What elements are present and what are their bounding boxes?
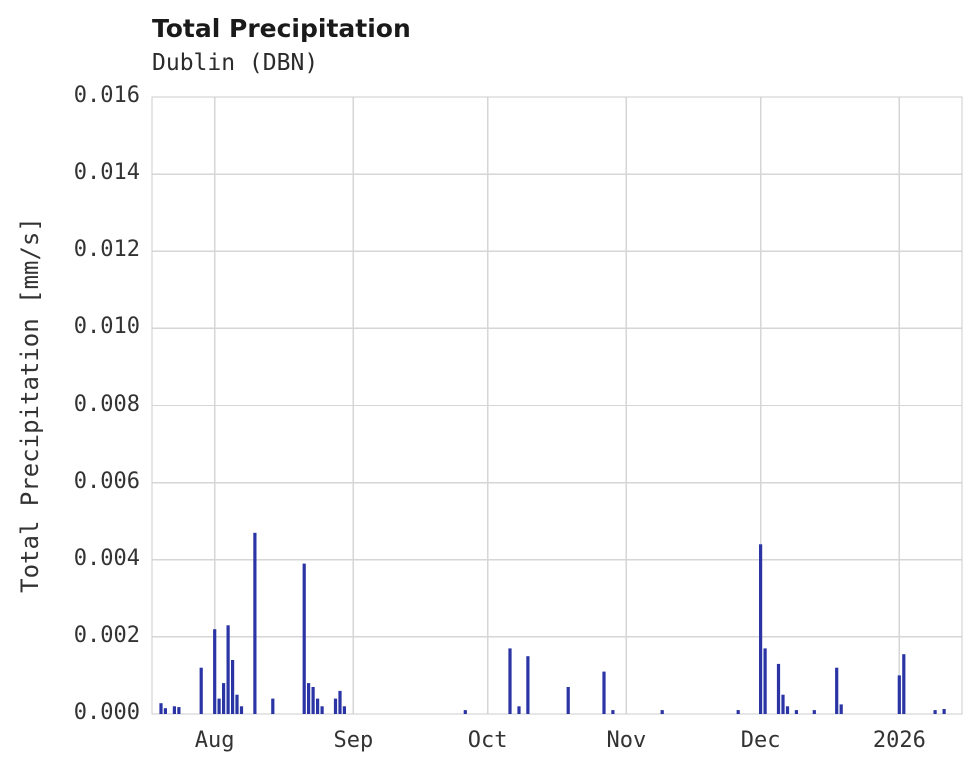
precipitation-bar	[199, 667, 203, 714]
chart-title: Total Precipitation	[152, 14, 411, 43]
precipitation-bar	[526, 656, 530, 714]
precipitation-bar	[213, 629, 217, 714]
precipitation-bar	[763, 648, 767, 714]
y-tick-label: 0.012	[73, 237, 140, 263]
x-tick-label: Nov	[606, 728, 647, 753]
x-tick-label: Sep	[333, 728, 374, 753]
precipitation-bar	[602, 671, 606, 714]
y-tick-label: 0.002	[73, 622, 140, 648]
precipitation-bar	[611, 710, 615, 714]
precipitation-bar	[235, 694, 239, 714]
precipitation-bar	[794, 710, 798, 714]
precipitation-bar	[177, 707, 181, 714]
precipitation-bar	[660, 710, 664, 714]
precipitation-bar	[231, 660, 235, 714]
precipitation-bar	[311, 687, 315, 714]
precipitation-bar	[835, 667, 839, 714]
precipitation-bar	[172, 706, 176, 714]
precipitation-bar	[566, 687, 570, 714]
precipitation-bar	[217, 698, 221, 714]
precipitation-bar	[897, 675, 901, 714]
precipitation-bar	[253, 532, 257, 714]
y-tick-label: 0.004	[73, 545, 140, 571]
precipitation-bar	[942, 709, 946, 714]
plot-border	[151, 96, 963, 715]
x-tick-label: Dec	[740, 728, 781, 753]
precipitation-bar	[302, 563, 306, 714]
precipitation-bar	[902, 654, 906, 714]
y-tick-label: 0.008	[73, 391, 140, 417]
y-tick-label: 0.016	[73, 83, 140, 108]
precipitation-bar	[785, 706, 790, 714]
precipitation-bar	[508, 648, 512, 714]
precipitation-bar	[222, 683, 226, 714]
precipitation-bar	[342, 706, 346, 714]
y-tick-label: 0.000	[73, 700, 140, 725]
chart-subtitle: Dublin (DBN)	[152, 50, 319, 76]
precipitation-bar	[517, 706, 521, 714]
precipitation-bar	[463, 710, 467, 714]
precipitation-bar	[159, 703, 163, 714]
x-tick-label: 2026	[872, 728, 926, 753]
y-tick-label: 0.010	[73, 314, 140, 340]
x-tick-label: Oct	[467, 728, 508, 753]
precipitation-bar	[239, 706, 244, 714]
precipitation-bar	[933, 710, 937, 714]
precipitation-bar	[736, 710, 740, 714]
precipitation-bar	[812, 710, 816, 714]
precipitation-bar	[163, 708, 167, 714]
precipitation-bar	[307, 683, 311, 714]
precipitation-bar	[839, 704, 843, 714]
y-tick-label: 0.014	[73, 160, 140, 186]
precipitation-bar	[781, 694, 785, 714]
y-tick-label: 0.006	[73, 468, 140, 494]
x-tick-label: Aug	[194, 728, 235, 753]
precipitation-bar	[333, 698, 338, 714]
precipitation-bar	[776, 663, 781, 714]
precipitation-bar	[316, 698, 320, 714]
precipitation-bar	[226, 625, 230, 714]
precipitation-bar	[759, 544, 763, 714]
precipitation-bar	[338, 690, 342, 714]
precipitation-bar	[320, 706, 324, 714]
precipitation-bar	[271, 698, 275, 714]
